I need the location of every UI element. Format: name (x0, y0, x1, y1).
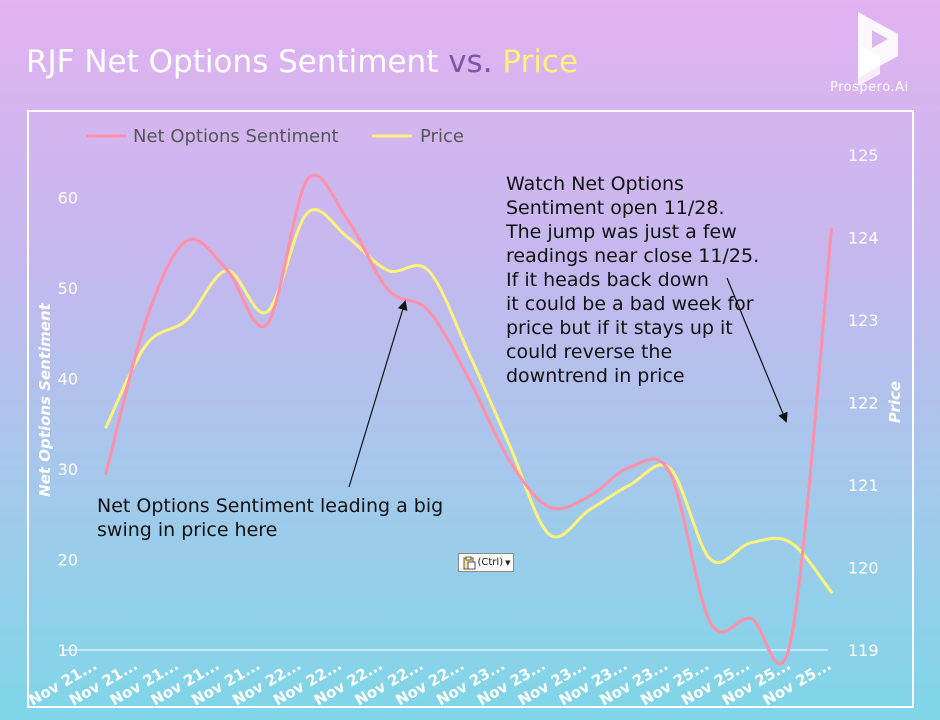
clipboard-icon (463, 556, 475, 569)
y-left-tick-label: 50 (58, 279, 78, 298)
y-right-tick-label: 120 (848, 559, 879, 578)
y-left-axis-label: Net Options Sentiment (36, 302, 54, 497)
y-left-tick-label: 40 (58, 370, 78, 389)
page-title: RJF Net Options Sentiment vs. Price (26, 44, 578, 80)
y-right-tick-label: 123 (848, 311, 879, 330)
y-left-tick-label: 20 (58, 551, 78, 570)
legend-label-price: Price (420, 126, 464, 147)
prospero-logo-icon (858, 12, 898, 86)
y-right-tick-label: 119 (848, 641, 879, 660)
y-right-tick-label: 122 (848, 394, 879, 413)
annotation-left: Net Options Sentiment leading a big swin… (97, 495, 444, 541)
chart-frame (27, 110, 914, 708)
y-right-tick-label: 124 (848, 229, 879, 248)
series-line-net-options-sentiment (104, 173, 833, 666)
y-left-tick-label: 30 (58, 460, 78, 479)
y-right-axis-label: Price (886, 381, 904, 423)
title-price: Price (502, 44, 579, 80)
title-sentiment: RJF Net Options Sentiment (26, 44, 439, 80)
paste-options-button[interactable]: (Ctrl) ▼ (458, 553, 514, 572)
annotation-right: Watch Net Options Sentiment open 11/28. … (506, 173, 760, 387)
y-right-tick-label: 125 (848, 146, 879, 165)
annotation-arrow-right (726, 277, 788, 423)
paste-options-label: (Ctrl) (477, 557, 504, 568)
logo-text: Prospero.Ai (830, 80, 909, 95)
chevron-down-icon: ▼ (505, 558, 511, 567)
y-left-tick-label: 10 (58, 641, 78, 660)
legend-label-sentiment: Net Options Sentiment (133, 126, 339, 147)
y-right-tick-label: 121 (848, 476, 879, 495)
annotation-arrow-left (348, 300, 408, 488)
title-vs: vs. (448, 44, 493, 80)
y-left-tick-label: 60 (58, 189, 78, 208)
